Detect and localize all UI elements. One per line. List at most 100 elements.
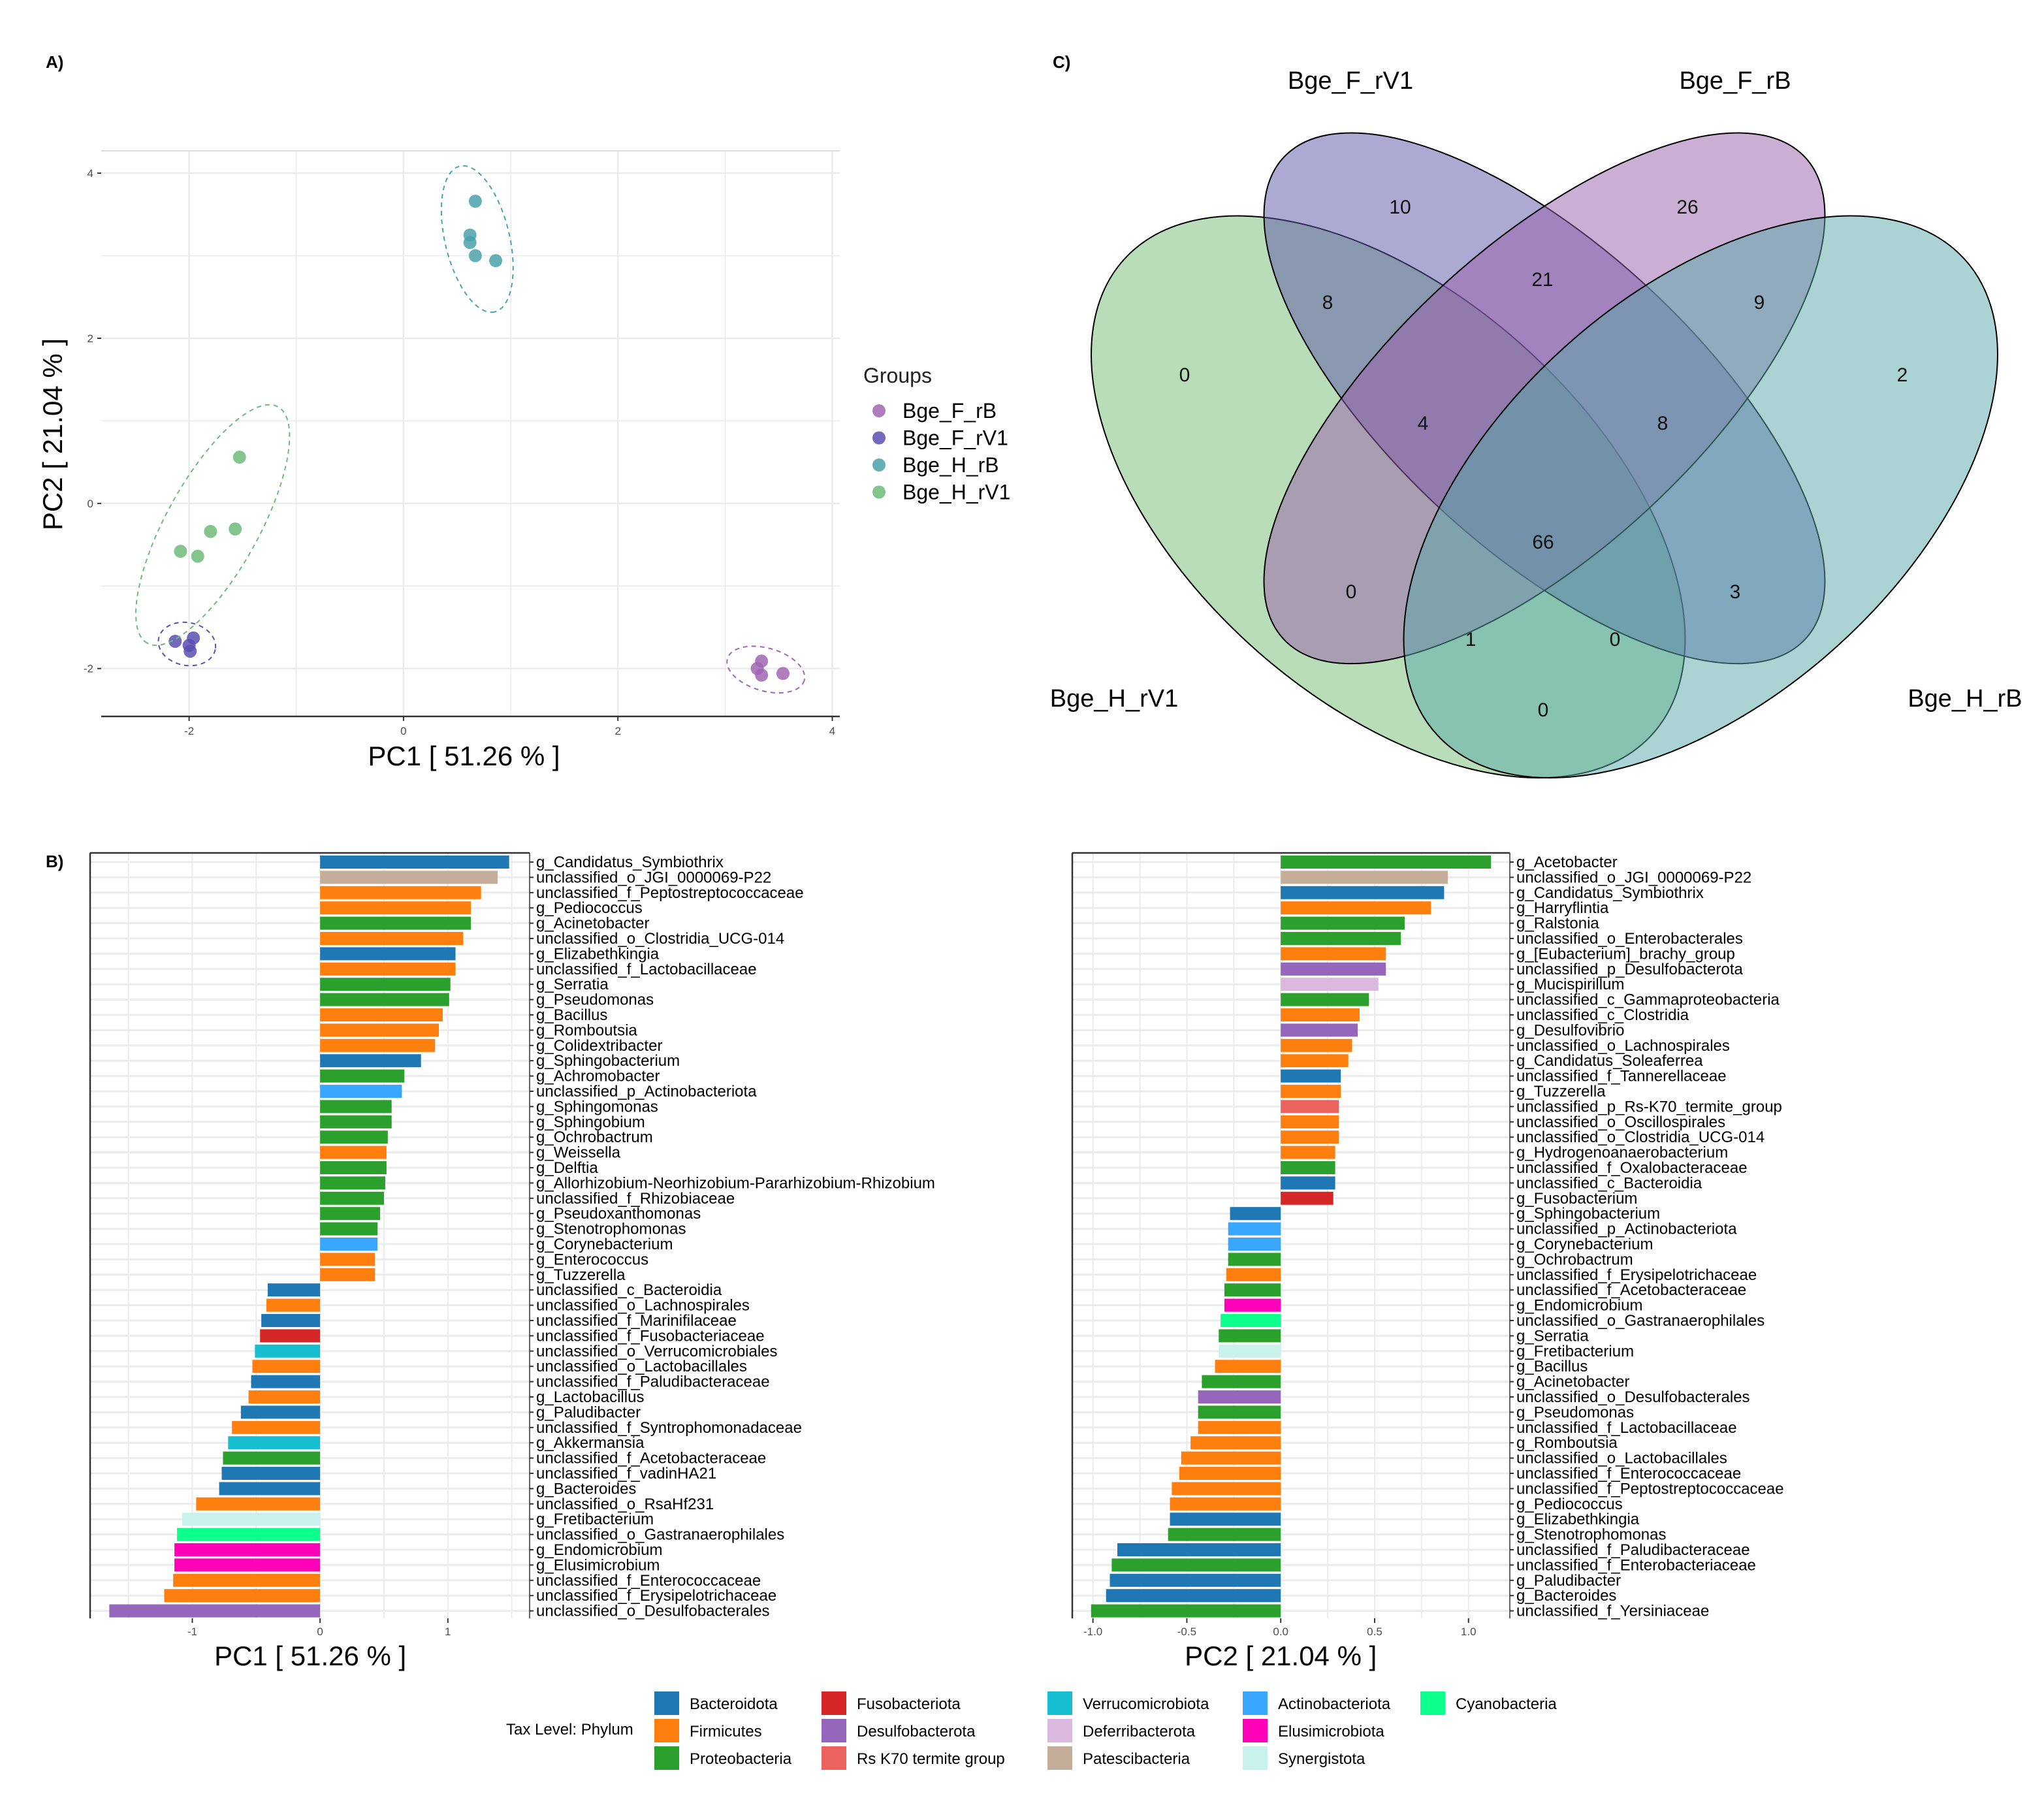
sample-point-Bge_F_rB — [776, 667, 790, 681]
loading-bar — [1281, 901, 1431, 915]
loading-bar — [1281, 1008, 1360, 1021]
loading-bar — [251, 1375, 321, 1388]
loading-bar — [1106, 1589, 1281, 1603]
legend-label: Rs K70 termite group — [857, 1750, 1005, 1768]
venn-region-count: 4 — [1418, 413, 1429, 434]
legend-swatch — [1243, 1746, 1268, 1770]
legend-symbol-Bge_F_rB — [872, 404, 886, 417]
taxon-label: unclassified_p_Actinobacteriota — [1516, 1221, 1737, 1238]
taxon-label: unclassified_f_Enterobacteriaceae — [1516, 1556, 1756, 1574]
loading-bar — [1170, 1497, 1281, 1511]
taxon-label: unclassified_f_Enterococcaceae — [1516, 1465, 1741, 1482]
legend-label: Deferribacterota — [1083, 1723, 1196, 1740]
x-tick-label: 1 — [445, 1626, 451, 1638]
taxon-label: g_Paludibacter — [1516, 1572, 1621, 1590]
loading-bar — [1215, 1360, 1281, 1373]
venn-region-count: 21 — [1531, 269, 1553, 291]
venn-region-count: 0 — [1538, 699, 1549, 721]
taxon-label: g_Romboutsia — [536, 1021, 637, 1039]
loading-bar — [174, 1558, 321, 1572]
taxon-label: unclassified_c_Bacteroidia — [1516, 1174, 1702, 1192]
loading-bar — [320, 1238, 378, 1251]
x-tick-label: 0.0 — [1273, 1626, 1288, 1638]
venn-region-count: 26 — [1676, 197, 1698, 218]
taxon-label: g_Colidextribacter — [536, 1037, 662, 1055]
taxon-label: g_Corynebacterium — [1516, 1236, 1653, 1253]
loading-bar — [219, 1482, 321, 1496]
taxon-label: g_Enterococcus — [536, 1251, 648, 1268]
legend-label: Bge_F_rB — [902, 399, 997, 423]
loading-bar — [1281, 1023, 1358, 1037]
taxon-label: g_Stenotrophomonas — [536, 1221, 686, 1238]
loading-bar — [1281, 1145, 1335, 1159]
sample-point-Bge_H_rV1 — [204, 524, 217, 538]
venn-region-count: 9 — [1754, 292, 1765, 313]
legend-label: Synergistota — [1278, 1750, 1365, 1768]
venn-set-Bge_H_rB — [1296, 114, 2044, 880]
taxon-label: unclassified_p_Desulfobacterota — [1516, 961, 1744, 978]
sample-point-Bge_H_rB — [463, 236, 477, 249]
x-tick-label: -2 — [184, 725, 194, 737]
sample-point-Bge_F_rB — [755, 668, 769, 682]
loading-bar — [232, 1420, 321, 1434]
loading-bar — [320, 1253, 375, 1266]
taxon-label: g_Endomicrobium — [536, 1541, 662, 1559]
loading-bar — [1111, 1558, 1281, 1572]
taxon-label: unclassified_f_Tannerellaceae — [1516, 1068, 1727, 1085]
taxon-label: g_Bacteroides — [1516, 1587, 1616, 1605]
taxon-label: unclassified_f_Peptostreptococcaceae — [1516, 1480, 1784, 1498]
taxon-label: g_Mucispirillum — [1516, 976, 1624, 993]
loading-bar — [1281, 916, 1405, 930]
taxon-label: unclassified_f_Acetobacteraceae — [536, 1450, 766, 1467]
loading-bar — [320, 886, 481, 899]
legend-label: Patescibacteria — [1083, 1750, 1190, 1768]
y-tick-label: 4 — [88, 167, 93, 180]
taxon-label: unclassified_f_Paludibacteraceae — [536, 1373, 770, 1391]
taxon-label: unclassified_o_Desulfobacterales — [1516, 1388, 1750, 1406]
legend-swatch — [822, 1746, 846, 1770]
venn-region-count: 1 — [1465, 629, 1477, 650]
loading-bar — [320, 901, 471, 915]
taxon-label: g_Tuzzerella — [1516, 1083, 1606, 1100]
loading-bar — [255, 1344, 321, 1358]
x-axis-title: PC1 [ 51.26 % ] — [368, 741, 560, 771]
loading-bar — [1110, 1573, 1281, 1587]
x-tick-label: 2 — [615, 725, 620, 737]
loading-bar — [248, 1390, 321, 1403]
taxon-label: unclassified_f_Fusobacteriaceae — [536, 1327, 765, 1345]
taxon-label: g_Endomicrobium — [1516, 1297, 1642, 1315]
taxon-label: unclassified_p_Actinobacteriota — [536, 1083, 757, 1100]
taxon-label: g_Elizabethkingia — [536, 945, 660, 963]
taxon-label: unclassified_o_Lachnospirales — [536, 1297, 750, 1315]
pc2-loadings-bar-chart: g_Acetobacterunclassified_o_JGI_0000069-… — [1071, 852, 1784, 1671]
loading-bar — [320, 947, 456, 961]
legend-label: Elusimicrobiota — [1278, 1723, 1384, 1740]
loading-bar — [1281, 993, 1369, 1006]
venn-ellipses — [983, 50, 2044, 880]
taxon-label: g_Pediococcus — [1516, 1496, 1623, 1513]
legend-swatch — [822, 1691, 846, 1715]
loading-bar — [267, 1283, 321, 1297]
loading-bar — [1228, 1238, 1281, 1251]
loading-bar — [1226, 1268, 1281, 1281]
taxon-label: unclassified_o_Clostridia_UCG-014 — [1516, 1129, 1765, 1146]
taxon-label: unclassified_f_Yersiniaceae — [1516, 1603, 1709, 1620]
x-tick-label: 1.0 — [1461, 1626, 1477, 1638]
legend-symbol-Bge_H_rV1 — [872, 485, 886, 499]
taxon-label: g_Harryflintia — [1516, 899, 1609, 917]
legend-swatch — [654, 1691, 679, 1715]
taxon-label: unclassified_f_vadinHA21 — [536, 1465, 716, 1482]
sample-point-Bge_F_rV1 — [182, 639, 196, 652]
loading-bar — [320, 1130, 388, 1144]
taxon-label: g_Pseudomonas — [1516, 1403, 1634, 1421]
taxon-label: g_Bacillus — [536, 1006, 607, 1024]
venn-set-label: Bge_F_rB — [1679, 67, 1791, 95]
loading-bar — [1281, 1191, 1333, 1205]
taxon-label: g_Serratia — [536, 976, 609, 993]
venn-region-count: 66 — [1532, 532, 1554, 553]
taxon-label: g_Candidatus_Symbiothrix — [1516, 884, 1704, 902]
venn-region-count: 8 — [1322, 292, 1333, 313]
taxon-label: unclassified_f_Enterococcaceae — [536, 1572, 761, 1590]
pc1-loadings-bar-chart: g_Candidatus_Symbiothrixunclassified_o_J… — [89, 852, 935, 1671]
taxon-label: unclassified_o_Lachnospirales — [1516, 1037, 1730, 1055]
